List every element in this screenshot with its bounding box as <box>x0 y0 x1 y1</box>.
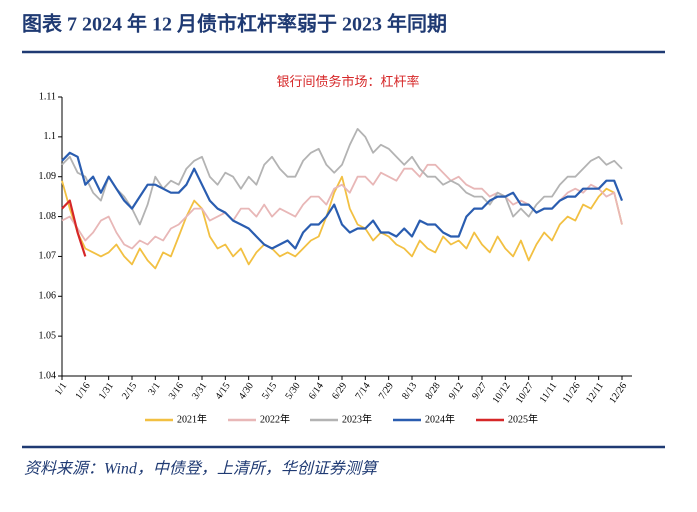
x-tick-label: 8/13 <box>400 381 419 402</box>
legend-label: 2025年 <box>508 412 538 425</box>
x-tick-label: 3/1 <box>146 381 162 398</box>
x-tick-label: 9/12 <box>447 381 466 402</box>
legend-label: 2021年 <box>177 412 207 425</box>
x-tick-label: 12/26 <box>607 381 629 406</box>
x-tick-label: 3/31 <box>190 381 209 402</box>
x-tick-label: 6/29 <box>330 381 349 402</box>
x-tick-label: 1/31 <box>97 381 116 402</box>
x-tick-label: 3/16 <box>167 381 186 402</box>
y-tick-label: 1.05 <box>39 330 57 341</box>
x-tick-label: 5/15 <box>260 381 279 402</box>
x-tick-label: 11/11 <box>538 381 560 405</box>
x-tick-label: 4/15 <box>213 381 232 402</box>
series-line <box>61 151 624 250</box>
x-tick-label: 8/28 <box>423 381 442 402</box>
y-tick-label: 1.08 <box>39 211 57 222</box>
source: 资料来源：Wind，中债登，上清所，华创证券测算 <box>24 460 380 478</box>
y-tick-label: 1.09 <box>39 171 57 182</box>
chart-title: 银行间债务市场：杠杆率 <box>276 74 419 89</box>
x-tick-label: 9/27 <box>470 381 489 402</box>
x-tick-label: 11/26 <box>561 381 583 406</box>
legend-label: 2024年 <box>425 412 455 425</box>
y-tick-label: 1.04 <box>39 370 57 381</box>
x-tick-label: 1/16 <box>73 381 92 402</box>
x-tick-label: 5/30 <box>283 381 302 402</box>
x-tick-label: 10/12 <box>491 381 513 406</box>
x-tick-label: 12/11 <box>584 381 606 406</box>
x-tick-label: 2/15 <box>120 381 139 402</box>
series-line <box>61 175 623 270</box>
series-line <box>61 128 623 226</box>
legend-label: 2022年 <box>260 412 290 425</box>
y-tick-label: 1.11 <box>39 91 56 102</box>
x-tick-label: 7/29 <box>377 381 396 402</box>
x-tick-label: 7/14 <box>353 381 372 402</box>
y-tick-label: 1.06 <box>39 291 57 302</box>
y-tick-label: 1.07 <box>39 251 57 262</box>
page-title: 图表 7 2024 年 12 月债市杠杆率弱于 2023 年同期 <box>22 12 447 36</box>
x-tick-label: 4/30 <box>237 381 256 402</box>
x-tick-label: 1/1 <box>53 381 69 398</box>
y-tick-label: 1.1 <box>44 131 57 142</box>
x-tick-label: 10/27 <box>514 381 536 406</box>
legend-label: 2023年 <box>342 412 372 425</box>
series-line <box>61 199 87 257</box>
x-tick-label: 6/14 <box>307 381 326 402</box>
